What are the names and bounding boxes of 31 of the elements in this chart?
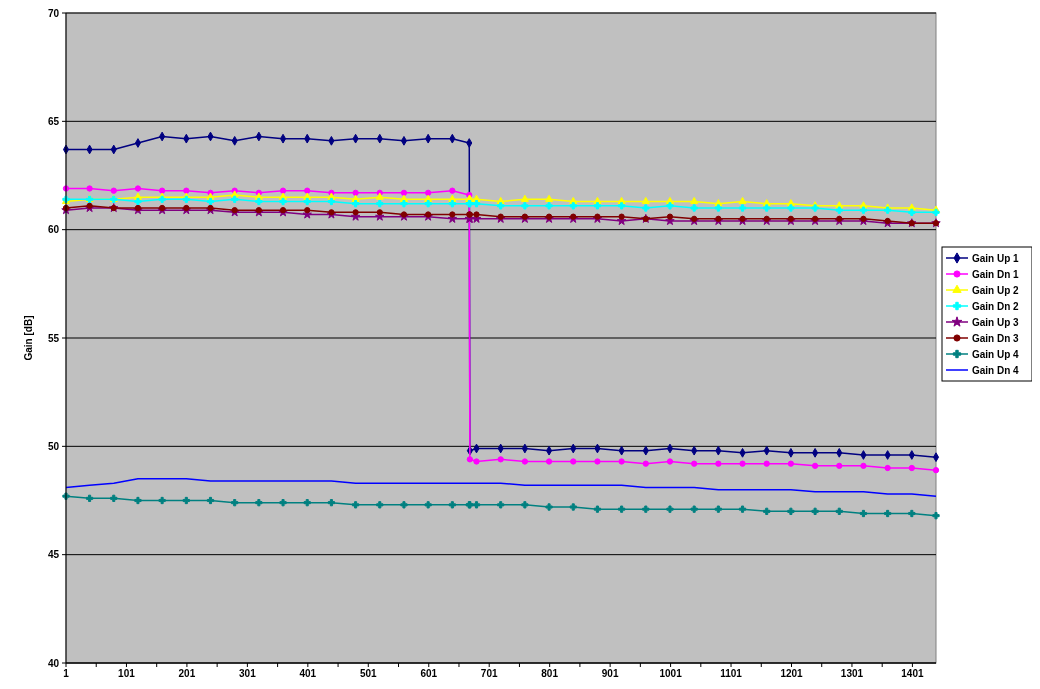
x-tick-label: 601	[420, 668, 438, 679]
x-tick-label: 801	[541, 668, 559, 679]
y-tick-label: 50	[47, 440, 60, 452]
x-tick-label: 401	[299, 668, 317, 679]
x-tick-label: 1401	[901, 668, 924, 679]
y-tick-label: 45	[47, 549, 60, 561]
legend-label: Gain Dn 2	[972, 300, 1020, 312]
x-tick-label: 301	[239, 668, 257, 679]
x-tick-label: 1001	[659, 668, 683, 679]
y-tick-label: 40	[47, 657, 60, 669]
x-tick-label: 1201	[780, 668, 804, 679]
legend-label: Gain Up 1	[972, 252, 1020, 264]
x-tick-label: 901	[601, 668, 619, 679]
x-tick-label: 1	[63, 668, 70, 679]
x-tick-label: 1101	[720, 668, 743, 679]
y-tick-label: 70	[47, 7, 60, 19]
legend-label: Gain Up 3	[972, 316, 1020, 328]
legend-label: Gain Dn 1	[972, 268, 1020, 280]
x-tick-label: 501	[359, 668, 378, 679]
y-axis-title: Gain [dB]	[23, 315, 34, 361]
legend-label: Gain Up 4	[972, 348, 1020, 360]
x-tick-label: 101	[118, 668, 136, 679]
legend-label: Gain Dn 3	[972, 332, 1020, 344]
legend-label: Gain Up 2	[972, 284, 1020, 296]
x-tick-label: 701	[480, 668, 498, 679]
y-tick-label: 65	[47, 115, 60, 127]
y-tick-label: 60	[47, 224, 60, 236]
y-tick-label: 55	[47, 332, 60, 344]
legend-label: Gain Dn 4	[972, 364, 1020, 376]
x-tick-label: 1301	[840, 668, 864, 679]
x-tick-label: 201	[178, 668, 196, 679]
